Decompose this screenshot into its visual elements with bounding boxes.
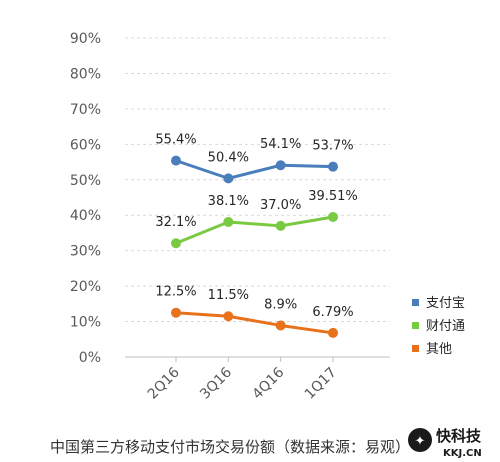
data-label: 6.79% bbox=[312, 305, 353, 320]
data-point bbox=[275, 160, 286, 171]
data-point bbox=[223, 173, 234, 184]
legend-label: 财付通 bbox=[426, 319, 465, 334]
data-point bbox=[171, 155, 181, 166]
data-label: 38.1% bbox=[208, 194, 249, 209]
y-tick-label: 60% bbox=[70, 137, 101, 153]
x-tick-label: 1Q17 bbox=[302, 365, 340, 403]
data-point bbox=[275, 320, 286, 331]
data-label: 54.1% bbox=[260, 137, 301, 152]
x-tick-label: 3Q16 bbox=[197, 364, 235, 402]
data-label: 12.5% bbox=[155, 285, 196, 300]
data-point bbox=[328, 327, 338, 338]
y-tick-label: 50% bbox=[70, 173, 101, 189]
data-label: 53.7% bbox=[312, 139, 353, 154]
data-label: 50.4% bbox=[208, 150, 249, 165]
gridlines bbox=[125, 37, 390, 358]
watermark-brand: 快科技 bbox=[436, 427, 482, 445]
legend-swatch bbox=[412, 299, 419, 306]
series-line bbox=[175, 159, 334, 180]
chart-caption: 中国第三方移动支付市场交易份额（数据来源：易观） bbox=[50, 438, 410, 456]
data-label: 37.0% bbox=[260, 198, 301, 213]
data-point bbox=[328, 211, 338, 222]
data-point bbox=[171, 238, 181, 249]
y-tick-label: 70% bbox=[70, 102, 101, 118]
y-tick-label: 20% bbox=[70, 279, 101, 295]
y-tick-label: 10% bbox=[70, 315, 101, 331]
watermark-logo: ✦ 快科技 KKJ.CN bbox=[408, 427, 482, 459]
y-tick-label: 40% bbox=[70, 208, 101, 224]
data-point bbox=[223, 311, 234, 322]
legend-label: 支付宝 bbox=[426, 296, 465, 311]
data-point bbox=[171, 307, 181, 318]
y-tick-label: 0% bbox=[79, 350, 101, 366]
data-point bbox=[275, 220, 286, 231]
y-tick-label: 30% bbox=[70, 244, 101, 260]
legend-label: 其他 bbox=[426, 342, 452, 357]
watermark-domain: KKJ.CN bbox=[443, 448, 482, 459]
data-point bbox=[328, 161, 338, 172]
series-line bbox=[175, 311, 334, 335]
data-point bbox=[223, 216, 234, 227]
x-tick-label: 4Q16 bbox=[249, 364, 287, 402]
data-label: 39.51% bbox=[308, 189, 358, 204]
data-label: 11.5% bbox=[208, 288, 249, 303]
legend-swatch bbox=[412, 322, 419, 329]
data-label: 55.4% bbox=[155, 133, 196, 148]
watermark-mark-glyph: ✦ bbox=[415, 434, 426, 449]
x-tick-label: 2Q16 bbox=[145, 364, 183, 402]
y-tick-label: 90% bbox=[70, 31, 101, 47]
series-line bbox=[175, 215, 334, 245]
data-label: 32.1% bbox=[155, 215, 196, 230]
y-tick-label: 80% bbox=[70, 66, 101, 82]
y-axis-ticks: 0% 10% 20% 30% 40% 50% 60% 70% 80% 90% bbox=[70, 31, 101, 366]
series-lines: 55.4% 50.4% 54.1% 53.7% 32.1% 38.1% 37.0% 39.51… bbox=[155, 133, 358, 338]
watermark-mark-icon bbox=[408, 428, 432, 452]
x-axis-ticks: 2Q16 3Q16 4Q16 1Q17 bbox=[145, 357, 340, 403]
data-label: 8.9% bbox=[264, 297, 297, 312]
legend-swatch bbox=[412, 345, 419, 352]
